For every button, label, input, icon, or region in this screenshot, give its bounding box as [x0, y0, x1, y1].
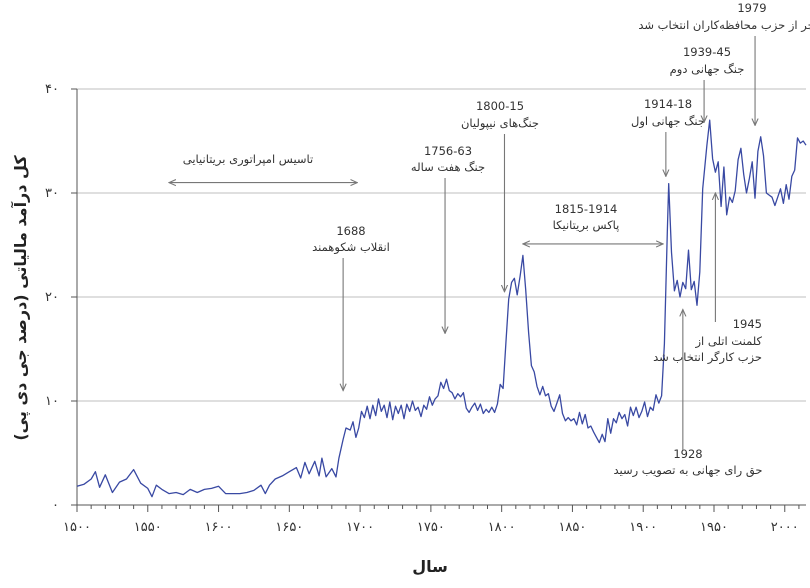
annotation-label: حق رای جهانی به تصویب رسید: [613, 463, 762, 478]
y-tick-label: ۳۰: [45, 186, 59, 201]
annotation-label: تاسیس امپراتوری بریتانیایی: [183, 152, 314, 167]
annotation-pax: 1815-1914 پاکس بریتانیکا: [523, 202, 663, 244]
annotation-label: جنگ‌های نیپولیان: [461, 116, 539, 131]
annotation-seven-years: 1756-63 جنگ هفت ساله: [411, 144, 485, 333]
annotation-label: پاکس بریتانیکا: [553, 218, 620, 233]
annotation-label: 1756-63: [424, 144, 472, 158]
x-tick-label: ۱۵۰۰: [63, 520, 91, 535]
x-tick-label: ۱۶۰۰: [205, 520, 233, 535]
y-tick-label: ۲۰: [45, 290, 59, 305]
x-tick-label: ۲۰۰۰: [771, 520, 799, 535]
axes: ۰ ۱۰ ۲۰ ۳۰ ۴۰ ۱۵۰۰ ۱۵۵۰ ۱۶۰۰ ۱۶۵۰ ۱۷۰۰ ۱۷۵۰ ۱۸۰۰ ۱۸۵…: [45, 82, 806, 535]
x-tick-label: ۱۵۵۰: [134, 520, 162, 535]
annotation-label: 1928: [673, 447, 702, 461]
annotation-label: 1979: [737, 1, 766, 15]
x-tick-label: ۱۹۵۰: [700, 520, 728, 535]
annotation-label: کلمنت اتلی از: [694, 334, 762, 349]
x-axis-title: سال: [412, 557, 448, 576]
annotation-label: جنگ جهانی دوم: [670, 62, 745, 77]
x-tick-label: ۱۹۰۰: [629, 520, 657, 535]
annotations: تاسیس امپراتوری بریتانیایی 1688 انقلاب شکو…: [169, 1, 810, 478]
annotation-label: 1939-45: [683, 45, 731, 59]
y-axis-title: کل درآمد مالیاتی (درصد جی دی پی): [10, 155, 31, 441]
annotation-ww1: 1914-18 جنگ جهانی اول: [631, 97, 705, 176]
grid: [77, 88, 806, 402]
annotation-thatcher: 1979 مارگارت تاچر از حزب محافظه‌کاران انت…: [638, 1, 810, 125]
annotation-label: حزب کارگر انتخاب شد: [653, 350, 762, 365]
annotation-label: 1800-15: [476, 99, 524, 113]
annotation-label: انقلاب شکوهمند: [312, 240, 390, 255]
x-tick-label: ۱۸۵۰: [558, 520, 586, 535]
x-tick-label: ۱۷۵۰: [417, 520, 445, 535]
series-line: [76, 119, 807, 498]
annotation-label: 1815-1914: [555, 202, 618, 216]
annotation-suffrage: 1928 حق رای جهانی به تصویب رسید: [613, 309, 763, 478]
annotation-empire: تاسیس امپراتوری بریتانیایی: [169, 152, 357, 183]
y-tick-label: ۴۰: [45, 82, 59, 97]
series: [76, 119, 807, 498]
annotation-label: جنگ جهانی اول: [631, 114, 705, 129]
annotation-label: 1914-18: [644, 97, 692, 111]
annotation-label: 1688: [336, 224, 365, 238]
x-tick-label: ۱۷۰۰: [346, 520, 374, 535]
annotation-glorious: 1688 انقلاب شکوهمند: [312, 224, 390, 391]
annotation-label: 1945: [733, 317, 762, 331]
y-tick-label: ۱۰: [45, 394, 59, 409]
annotation-label: جنگ هفت ساله: [411, 160, 485, 174]
annotation-ww2: 1939-45 جنگ جهانی دوم: [670, 45, 745, 122]
x-tick-label: ۱۸۰۰: [488, 520, 516, 535]
annotation-label: مارگارت تاچر از حزب محافظه‌کاران انتخاب …: [638, 18, 810, 33]
x-tick-label: ۱۶۵۰: [275, 520, 303, 535]
annotation-napoleonic: 1800-15 جنگ‌های نیپولیان: [461, 99, 539, 292]
y-tick-label: ۰: [52, 498, 59, 513]
